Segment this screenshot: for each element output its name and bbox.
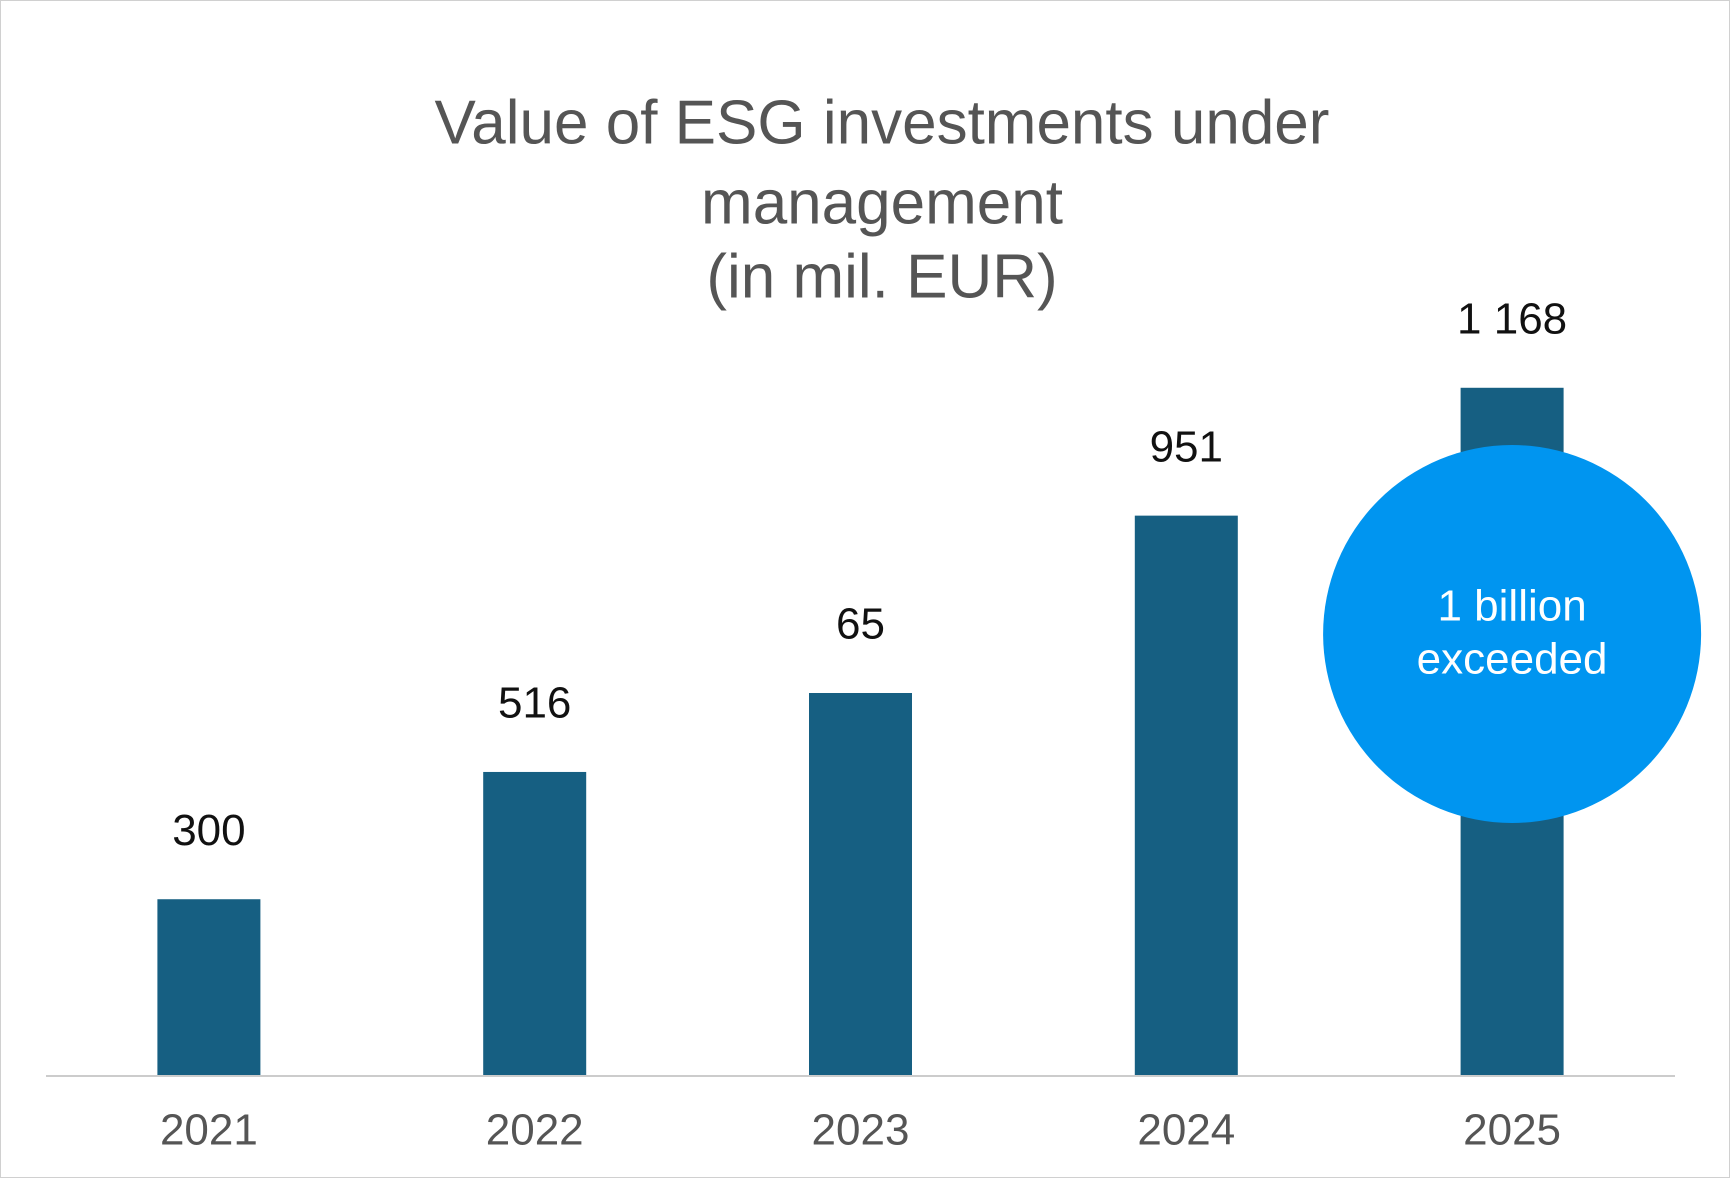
annotation-circle — [1323, 445, 1702, 823]
annotation-text: exceeded — [1417, 635, 1608, 684]
data-label: 516 — [498, 679, 571, 728]
chart-title: Value of ESG investments under — [435, 88, 1330, 157]
data-label: 951 — [1150, 422, 1223, 471]
x-tick-label: 2021 — [160, 1106, 258, 1155]
x-tick-label: 2024 — [1137, 1106, 1235, 1155]
data-label: 1 168 — [1457, 294, 1567, 343]
bar — [809, 693, 912, 1076]
x-tick-label: 2025 — [1463, 1106, 1561, 1155]
x-tick-label: 2023 — [812, 1106, 910, 1155]
x-tick-label: 2022 — [486, 1106, 584, 1155]
bar — [157, 899, 261, 1076]
bar — [483, 771, 587, 1076]
annotation-text: 1 billion — [1437, 582, 1586, 631]
data-label: 300 — [172, 806, 245, 855]
bar — [1134, 515, 1238, 1076]
chart-title: management — [701, 168, 1063, 237]
chart-title: (in mil. EUR) — [706, 242, 1057, 311]
data-label: 65 — [836, 600, 885, 649]
